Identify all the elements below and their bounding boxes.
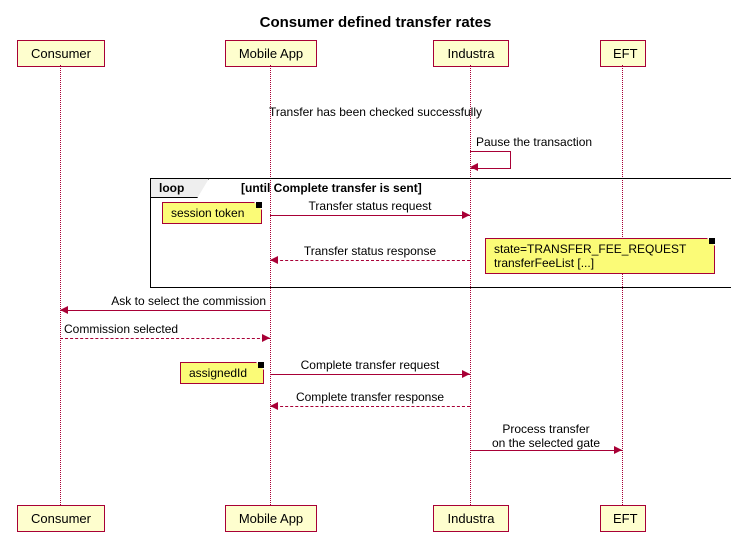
self-arrow-head [470, 163, 478, 171]
participant-eft: EFT [600, 40, 646, 67]
message-line [270, 406, 470, 407]
message-label: Complete transfer response [270, 390, 470, 404]
lifeline-consumer [60, 65, 61, 505]
participant-mobile-app: Mobile App [225, 40, 317, 67]
message-arrow-head [262, 334, 270, 342]
participant-mobile-app: Mobile App [225, 505, 317, 532]
participant-industra: Industra [433, 505, 509, 532]
self-msg-label: Pause the transaction [476, 135, 592, 149]
participant-consumer: Consumer [17, 40, 105, 67]
participant-eft: EFT [600, 505, 646, 532]
message-label: Ask to select the commission [60, 294, 266, 308]
message-line [60, 310, 270, 311]
participant-consumer: Consumer [17, 505, 105, 532]
loop-fragment: loop [until Complete transfer is sent] [150, 178, 731, 288]
message-line [470, 450, 622, 451]
message-line [270, 374, 470, 375]
note-2: assignedId [180, 362, 264, 384]
message-label: Process transferon the selected gate [470, 422, 622, 450]
message-line [60, 338, 270, 339]
divider-label: Transfer has been checked successfully [10, 105, 731, 119]
participant-industra: Industra [433, 40, 509, 67]
message-label: Commission selected [64, 322, 178, 336]
message-label: Complete transfer request [270, 358, 470, 372]
loop-condition: [until Complete transfer is sent] [241, 181, 422, 195]
sequence-diagram: Consumer defined transfer rates Consumer… [10, 10, 731, 545]
loop-tab: loop [150, 178, 209, 198]
diagram-title: Consumer defined transfer rates [10, 14, 731, 31]
